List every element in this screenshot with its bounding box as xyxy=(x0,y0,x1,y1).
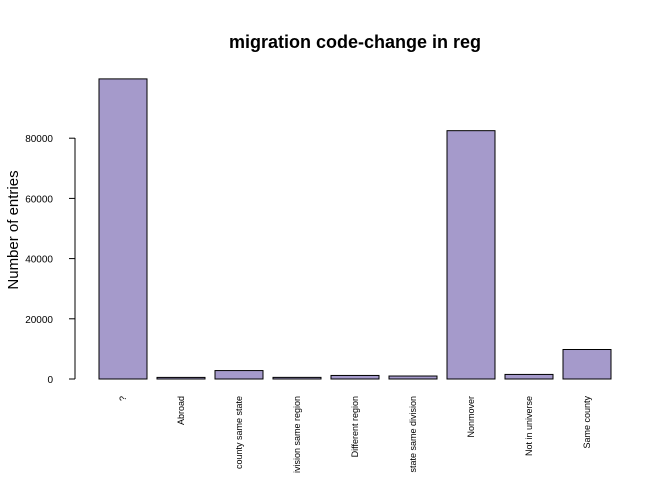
y-tick-label: 20000 xyxy=(25,315,53,326)
x-tick-label: Same county xyxy=(582,396,592,449)
x-tick-label: Abroad xyxy=(176,396,186,425)
bar xyxy=(504,373,554,380)
x-tick-label: county same state xyxy=(234,396,244,469)
bar xyxy=(446,130,496,380)
bar xyxy=(562,349,612,380)
x-tick-label: Nonmover xyxy=(466,396,476,438)
x-tick-label: Different region xyxy=(350,396,360,457)
bar xyxy=(272,376,322,380)
y-tick-label: 0 xyxy=(47,375,53,386)
y-tick-label: 40000 xyxy=(25,255,53,266)
x-tick-label: ivision same region xyxy=(292,396,302,473)
x-tick-label: Not in universe xyxy=(524,396,534,456)
y-tick-label: 60000 xyxy=(25,194,53,205)
chart-title: migration code-change in reg xyxy=(229,32,481,52)
x-tick-label: ? xyxy=(118,396,128,401)
bar xyxy=(98,78,148,380)
y-tick-label: 80000 xyxy=(25,134,53,145)
bar xyxy=(330,374,380,380)
bar xyxy=(156,376,206,380)
bar xyxy=(388,375,438,380)
x-tick-label: state same division xyxy=(408,396,418,473)
bar xyxy=(214,370,264,380)
y-axis-label: Number of entries xyxy=(5,170,22,289)
